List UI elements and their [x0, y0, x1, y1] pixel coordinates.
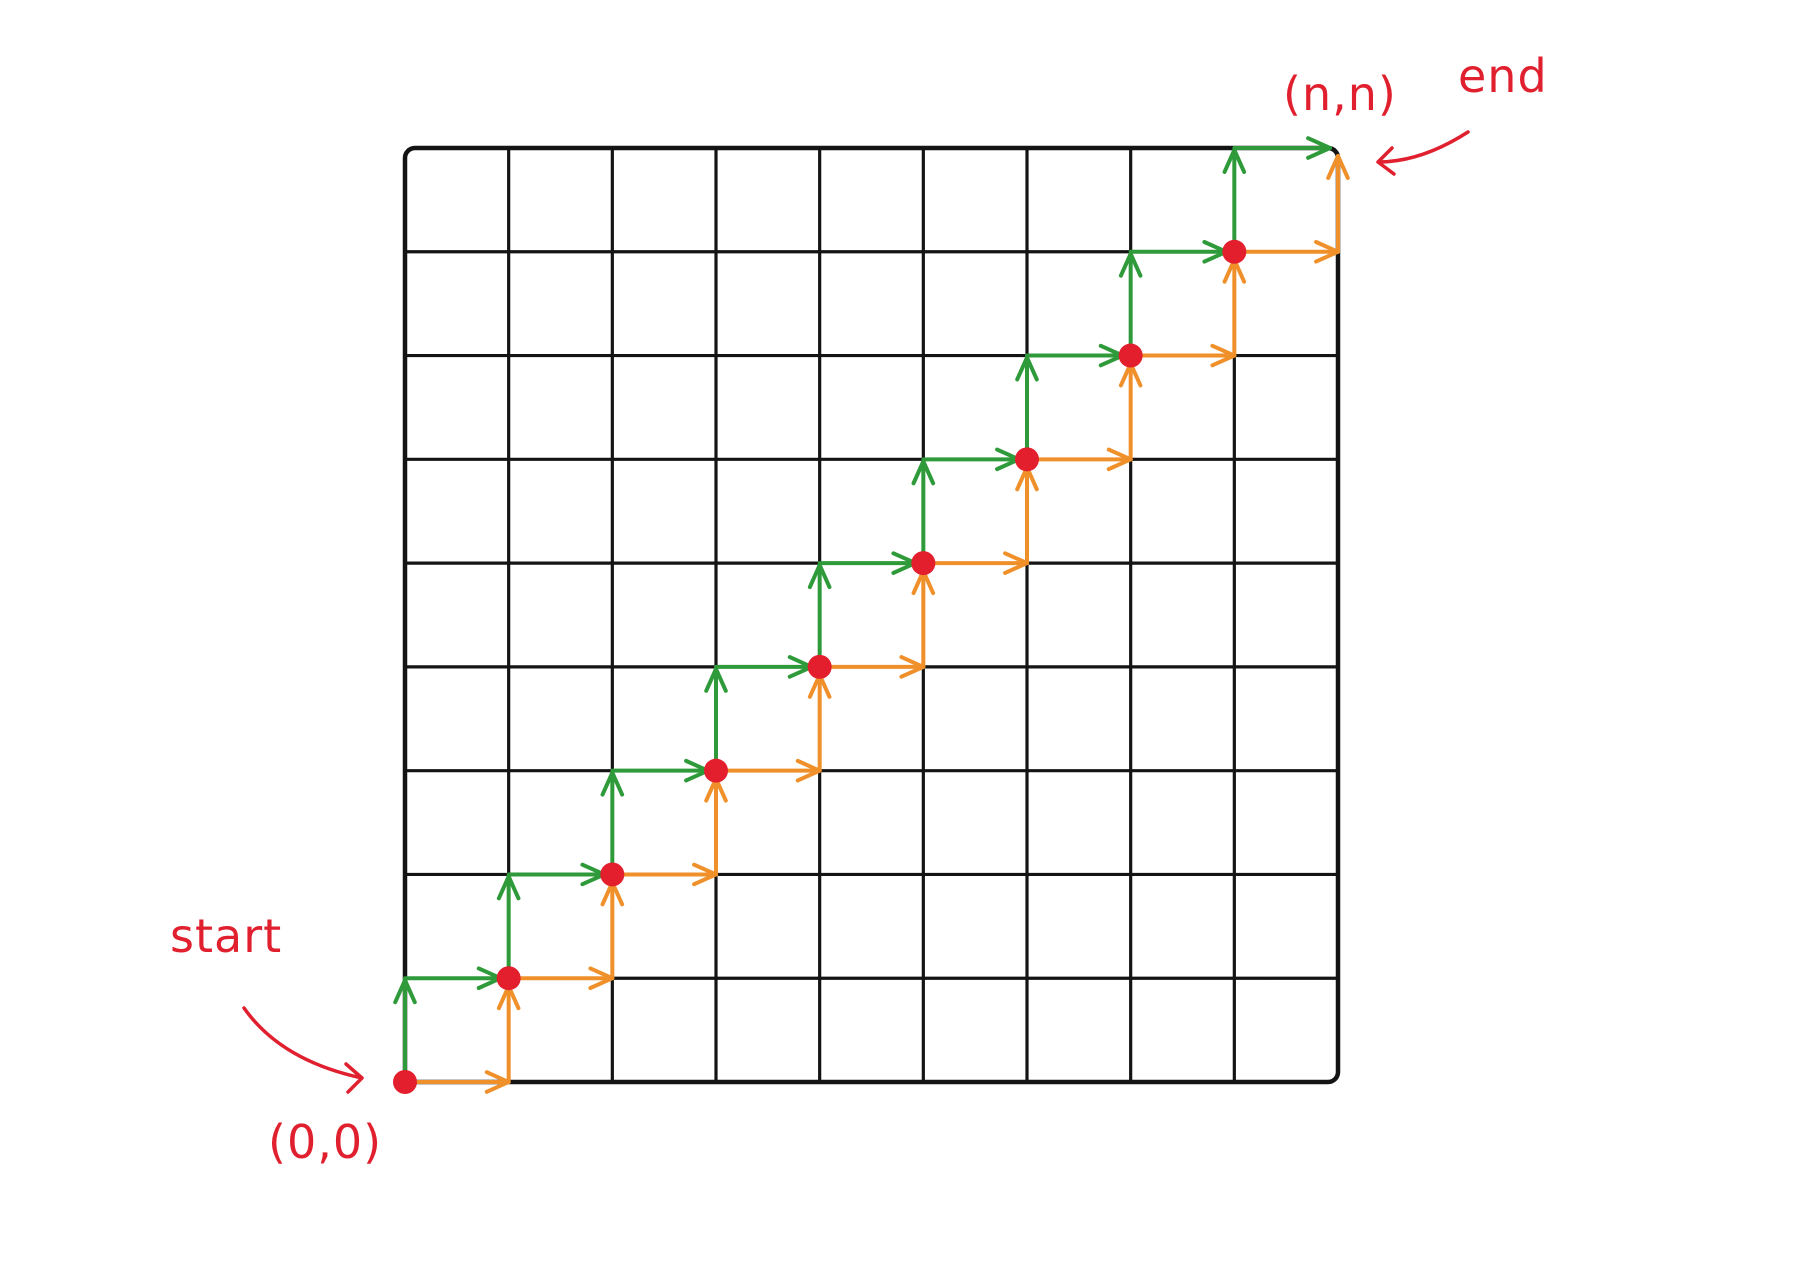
- green-right-arrow: [610, 758, 710, 783]
- green-right-arrow: [817, 551, 918, 575]
- diagonal-node: [1118, 343, 1143, 368]
- diagonal-node: [1015, 447, 1039, 472]
- green-right-arrow: [1025, 343, 1125, 368]
- orange-right-arrow: [714, 758, 822, 783]
- green-up-arrow: [704, 666, 728, 773]
- diagonal-node: [393, 1070, 417, 1094]
- orange-right-arrow: [1025, 447, 1133, 472]
- orange-right-arrow: [506, 966, 615, 991]
- orange-up-arrow: [600, 880, 625, 981]
- diagonal-node: [911, 551, 936, 576]
- start-pointer-arrow: [242, 1006, 364, 1094]
- orange-up-arrow: [704, 776, 728, 877]
- diagonal-nodes: [393, 239, 1247, 1094]
- green-right-arrow: [1232, 136, 1332, 160]
- orange-up-arrow: [807, 672, 832, 773]
- green-up-arrow: [496, 874, 521, 981]
- orange-right-arrow: [1128, 343, 1237, 368]
- orange-up-arrow: [496, 984, 521, 1084]
- target-label: (n,n): [1283, 67, 1397, 121]
- annotations: end (n,n) start (0,0): [170, 49, 1548, 1169]
- orange-up-arrow: [1326, 154, 1350, 254]
- green-up-arrow: [600, 770, 625, 877]
- green-up-arrow: [807, 563, 832, 669]
- orange-right-arrow: [817, 655, 926, 679]
- orange-right-arrow: [610, 862, 718, 887]
- grid: [402, 145, 1341, 1085]
- origin-label: (0,0): [268, 1115, 382, 1169]
- green-up-arrow: [393, 978, 417, 1084]
- orange-up-arrow: [1222, 257, 1247, 358]
- green-up-arrow: [1118, 251, 1143, 358]
- orange-up-arrow: [1118, 361, 1143, 462]
- orange-up-arrow: [1015, 465, 1039, 566]
- orange-right-arrow: [921, 551, 1029, 575]
- green-right-arrow: [506, 862, 607, 887]
- diagonal-node: [496, 966, 521, 991]
- diagonal-node: [600, 862, 625, 887]
- diagonal-node: [807, 654, 832, 679]
- green-right-arrow: [921, 447, 1021, 472]
- staircase-paths: [393, 136, 1350, 1094]
- orange-right-arrow: [403, 1070, 511, 1094]
- end-pointer-arrow: [1376, 130, 1470, 176]
- end-label: end: [1458, 49, 1548, 103]
- diagonal-node: [1222, 239, 1247, 264]
- orange-right-arrow: [1232, 239, 1340, 264]
- green-right-arrow: [714, 655, 814, 679]
- diagonal-node: [704, 758, 728, 783]
- green-up-arrow: [1015, 355, 1039, 462]
- green-up-arrow: [1222, 148, 1247, 254]
- green-right-arrow: [1128, 239, 1229, 264]
- orange-up-arrow: [911, 569, 936, 669]
- start-label: start: [170, 909, 282, 963]
- green-right-arrow: [403, 966, 503, 991]
- green-up-arrow: [911, 459, 936, 566]
- grid-frame: [402, 145, 1341, 1085]
